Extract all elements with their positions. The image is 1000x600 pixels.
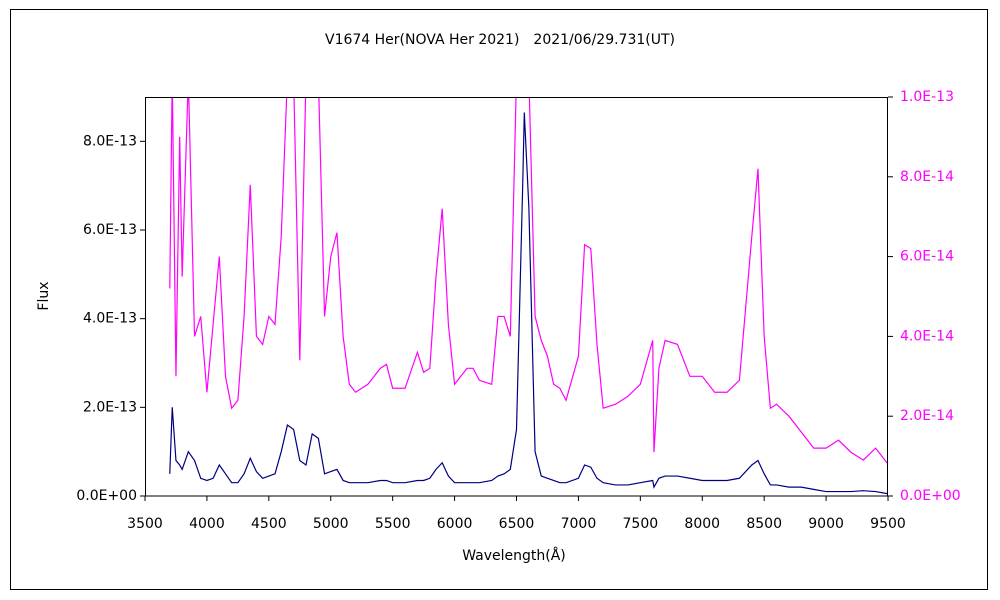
series-line bbox=[169, 97, 888, 465]
y2-tick-label: 2.0E-14 bbox=[900, 408, 954, 424]
y2-tick-label: 6.0E-14 bbox=[900, 249, 954, 265]
chart-frame bbox=[10, 9, 988, 590]
x-tick-label: 6500 bbox=[499, 516, 535, 532]
y2-tick-label: 1.0E-13 bbox=[900, 89, 954, 105]
y2-tick-label: 4.0E-14 bbox=[900, 328, 954, 344]
x-tick-label: 8500 bbox=[746, 516, 782, 532]
x-tick-label: 5500 bbox=[375, 516, 411, 532]
y-tick-label: 0.0E+00 bbox=[76, 488, 137, 504]
y-axis-label: Flux bbox=[36, 281, 52, 310]
plot-area bbox=[169, 97, 888, 495]
x-tick-label: 5000 bbox=[313, 516, 349, 532]
x-tick-label: 8000 bbox=[684, 516, 720, 532]
x-tick-label: 7000 bbox=[561, 516, 597, 532]
y-tick-label: 2.0E-13 bbox=[83, 399, 137, 415]
x-tick-label: 7500 bbox=[623, 516, 659, 532]
chart-title: V1674 Her(NOVA Her 2021) 2021/06/29.731(… bbox=[325, 32, 675, 48]
x-tick-label: 9500 bbox=[870, 516, 906, 532]
series-line bbox=[169, 112, 888, 495]
y-tick-label: 8.0E-13 bbox=[83, 133, 137, 149]
x-axis-label: Wavelength(Å) bbox=[462, 547, 566, 564]
y-tick-label: 4.0E-13 bbox=[83, 311, 137, 327]
x-tick-label: 9000 bbox=[808, 516, 844, 532]
y2-tick-label: 8.0E-14 bbox=[900, 169, 954, 185]
x-tick-label: 6000 bbox=[437, 516, 473, 532]
plot-frame bbox=[145, 97, 888, 497]
y2-tick-label: 0.0E+00 bbox=[900, 488, 961, 504]
x-tick-label: 4000 bbox=[189, 516, 225, 532]
x-tick-label: 3500 bbox=[127, 516, 163, 532]
y-tick-label: 6.0E-13 bbox=[83, 222, 137, 238]
x-tick-label: 4500 bbox=[251, 516, 287, 532]
